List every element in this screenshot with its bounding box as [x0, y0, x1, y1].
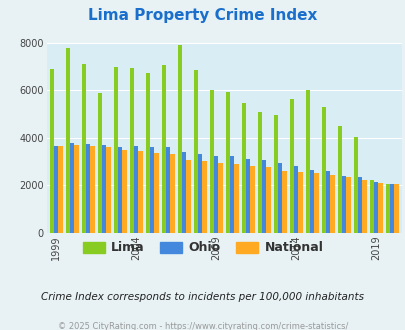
Bar — [98, 93, 102, 233]
Bar — [241, 103, 245, 233]
Bar — [262, 160, 266, 233]
Bar — [257, 112, 262, 233]
Bar — [170, 154, 175, 233]
Bar — [277, 163, 282, 233]
Bar — [113, 67, 118, 233]
Bar — [362, 181, 366, 233]
Bar — [138, 151, 143, 233]
Bar — [106, 147, 111, 233]
Bar — [377, 183, 382, 233]
Bar — [314, 173, 318, 233]
Bar — [134, 146, 138, 233]
Legend: Lima, Ohio, National: Lima, Ohio, National — [77, 236, 328, 259]
Bar — [70, 143, 74, 233]
Bar — [193, 70, 198, 233]
Bar — [282, 171, 286, 233]
Bar — [325, 171, 330, 233]
Bar — [218, 163, 222, 233]
Bar — [309, 170, 314, 233]
Bar — [389, 184, 394, 233]
Bar — [250, 166, 254, 233]
Bar — [102, 145, 106, 233]
Bar — [273, 115, 277, 233]
Bar — [58, 146, 63, 233]
Text: © 2025 CityRating.com - https://www.cityrating.com/crime-statistics/: © 2025 CityRating.com - https://www.city… — [58, 322, 347, 330]
Bar — [177, 45, 182, 233]
Bar — [305, 90, 309, 233]
Bar — [202, 161, 206, 233]
Bar — [330, 175, 334, 233]
Bar — [369, 181, 373, 233]
Bar — [154, 153, 158, 233]
Bar — [337, 126, 341, 233]
Bar — [394, 184, 398, 233]
Bar — [230, 155, 234, 233]
Bar — [74, 145, 79, 233]
Bar — [357, 177, 362, 233]
Bar — [182, 152, 186, 233]
Bar — [166, 147, 170, 233]
Bar — [86, 144, 90, 233]
Bar — [294, 166, 298, 233]
Bar — [186, 160, 190, 233]
Bar — [54, 146, 58, 233]
Text: Lima Property Crime Index: Lima Property Crime Index — [88, 8, 317, 23]
Bar — [209, 90, 213, 233]
Bar — [90, 146, 94, 233]
Bar — [345, 177, 350, 233]
Bar — [198, 154, 202, 233]
Bar — [234, 164, 238, 233]
Bar — [213, 155, 218, 233]
Bar — [298, 172, 302, 233]
Bar — [245, 159, 250, 233]
Bar — [130, 68, 134, 233]
Bar — [321, 107, 325, 233]
Bar — [341, 176, 345, 233]
Bar — [353, 137, 357, 233]
Bar — [289, 99, 294, 233]
Bar — [118, 147, 122, 233]
Bar — [225, 91, 230, 233]
Bar — [150, 147, 154, 233]
Bar — [266, 167, 270, 233]
Bar — [162, 65, 166, 233]
Bar — [373, 182, 377, 233]
Bar — [145, 73, 150, 233]
Bar — [66, 48, 70, 233]
Bar — [82, 64, 86, 233]
Bar — [122, 149, 126, 233]
Bar — [385, 184, 389, 233]
Bar — [50, 69, 54, 233]
Text: Crime Index corresponds to incidents per 100,000 inhabitants: Crime Index corresponds to incidents per… — [41, 292, 364, 302]
